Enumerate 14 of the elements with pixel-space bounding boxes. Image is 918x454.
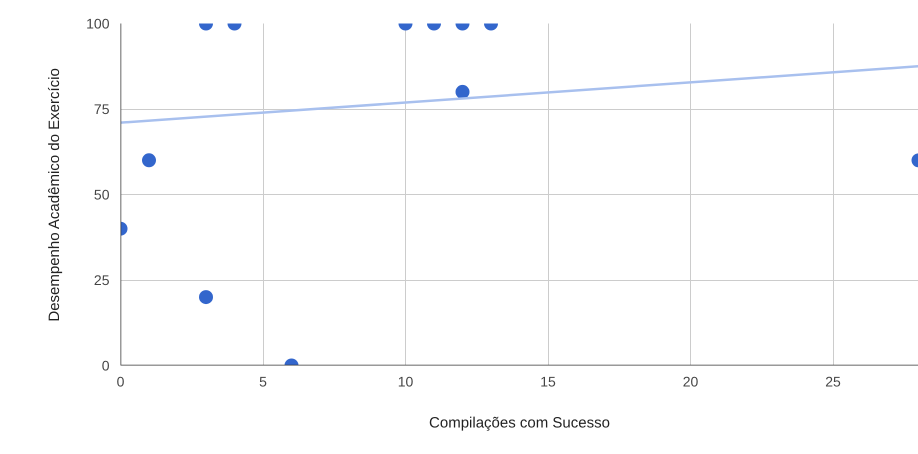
x-tick-label: 25 [825,374,841,390]
y-tick-label: 75 [94,101,110,117]
x-tick-label: 0 [116,374,125,390]
y-tick-label: 25 [94,272,110,288]
x-tick-label: 5 [259,374,268,390]
y-tick-label: 100 [86,16,110,32]
point [142,153,156,168]
x-tick-label: 20 [682,374,698,390]
y-tick-label: 0 [102,358,110,374]
y-tick-label: 50 [94,186,110,202]
x-tick-label: 10 [398,374,414,390]
x-tick-label: 15 [540,374,556,390]
y-axis-title: Desempenho Acadêmico do Exercício [46,68,64,322]
x-axis-title: Compilações com Sucesso [429,414,610,432]
